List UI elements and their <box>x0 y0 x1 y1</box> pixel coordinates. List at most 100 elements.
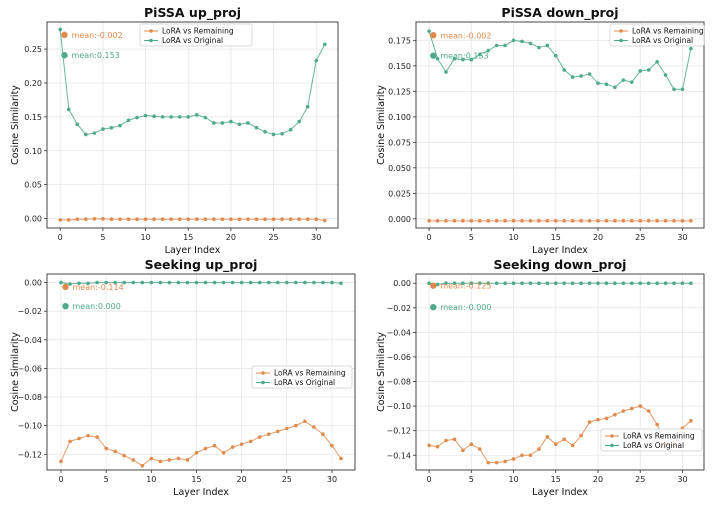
data-point <box>604 82 609 87</box>
legend-swatch-marker <box>619 38 623 43</box>
y-tick-label: 0.15 <box>24 113 42 122</box>
data-point <box>160 115 165 119</box>
mean-annotation: mean:0.153 <box>440 52 488 61</box>
data-point <box>131 280 136 285</box>
data-point <box>339 456 343 461</box>
mean-marker <box>430 52 437 59</box>
data-point <box>638 219 643 223</box>
data-point <box>92 131 97 135</box>
y-tick-label: 0.075 <box>388 138 411 147</box>
legend-box <box>251 365 353 389</box>
data-point <box>58 27 63 32</box>
data-point <box>629 80 634 84</box>
legend-label: LoRA vs Remaining <box>274 369 346 378</box>
data-point <box>469 219 474 223</box>
chart-panel-4: 0 5 10 15 20 25 30 0.00 −0.02 −0.04 −0.06 −0.08 −0.1… <box>376 257 705 498</box>
data-point <box>672 281 676 286</box>
mean-marker <box>61 31 68 39</box>
data-point <box>194 113 199 117</box>
data-point <box>629 219 634 223</box>
data-point <box>75 122 80 127</box>
data-point <box>452 219 457 223</box>
data-point <box>68 439 72 444</box>
data-point <box>294 423 298 428</box>
plot-frame <box>415 273 705 471</box>
data-point <box>254 217 259 221</box>
mean-annotation: mean:0.153 <box>71 51 119 60</box>
data-point <box>158 280 163 285</box>
data-point <box>621 409 626 413</box>
data-point <box>613 85 617 90</box>
y-tick-label: 0.00 <box>24 215 42 224</box>
data-point <box>246 121 250 125</box>
data-point <box>275 280 280 285</box>
y-tick-label: 0.175 <box>388 36 411 45</box>
y-tick-label: 0.125 <box>388 87 411 96</box>
x-tick-label: 5 <box>100 233 105 242</box>
data-point <box>638 281 643 286</box>
data-point <box>303 280 307 285</box>
data-point <box>427 443 431 448</box>
x-tick-label: 10 <box>140 233 150 242</box>
data-point <box>248 439 253 444</box>
data-point <box>587 281 592 286</box>
legend-label: LoRA vs Original <box>632 36 693 45</box>
data-point <box>177 217 182 221</box>
data-point <box>220 121 225 125</box>
data-point <box>511 281 516 286</box>
data-point <box>562 281 567 286</box>
data-point <box>339 281 343 286</box>
data-point <box>75 217 80 221</box>
x-axis-label: Layer Index <box>532 487 588 498</box>
data-point <box>257 280 262 285</box>
data-point <box>254 125 259 130</box>
data-point <box>562 68 567 72</box>
data-point <box>435 282 440 287</box>
data-point <box>503 43 507 48</box>
data-point <box>689 419 693 423</box>
data-point <box>537 281 541 286</box>
data-point <box>177 115 182 119</box>
data-point <box>239 280 244 285</box>
x-tick-label: 10 <box>146 475 156 484</box>
data-point <box>135 115 139 120</box>
data-point <box>461 448 465 453</box>
data-point <box>444 281 448 286</box>
x-tick-label: 0 <box>427 475 432 484</box>
data-point <box>113 449 117 454</box>
data-point <box>469 281 474 286</box>
x-tick-label: 20 <box>237 475 247 484</box>
y-tick-label: −0.10 <box>386 402 411 411</box>
data-point <box>149 280 154 285</box>
data-point <box>203 217 208 221</box>
data-point <box>444 438 448 443</box>
y-tick-label: 0.050 <box>388 164 411 173</box>
data-point <box>570 219 575 223</box>
y-tick-label: −0.12 <box>386 427 411 436</box>
data-point <box>655 219 659 223</box>
data-point <box>520 281 524 286</box>
y-tick-label: 0.025 <box>388 189 411 198</box>
data-point <box>537 219 541 223</box>
data-point <box>185 280 190 285</box>
legend-label: LoRA vs Remaining <box>632 27 704 36</box>
legend-swatch-marker <box>149 38 153 43</box>
data-point <box>444 219 448 223</box>
data-point <box>646 281 651 286</box>
x-tick-label: 30 <box>677 233 687 242</box>
data-point <box>237 122 242 127</box>
x-axis-label: Layer Index <box>173 487 229 498</box>
y-tick-label: −0.02 <box>386 304 411 313</box>
data-point <box>221 451 226 455</box>
y-tick-label: −0.06 <box>386 353 411 362</box>
chart-title: PiSSA down_proj <box>501 5 618 21</box>
data-point <box>689 46 693 51</box>
data-point <box>461 57 465 62</box>
data-point <box>294 280 298 285</box>
data-point <box>169 115 173 119</box>
data-point <box>322 42 327 47</box>
data-point <box>297 217 301 221</box>
